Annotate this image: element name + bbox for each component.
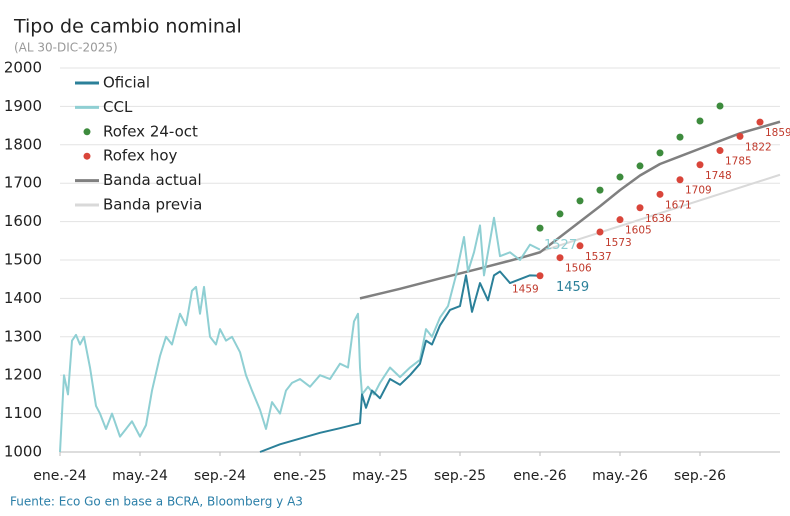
- y-tick-label: 1800: [4, 135, 42, 153]
- x-tick-label: may.-26: [592, 468, 648, 484]
- source-note: Fuente: Eco Go en base a BCRA, Bloomberg…: [10, 495, 303, 509]
- value-label: 1822: [745, 141, 772, 153]
- dot: [736, 132, 744, 140]
- chart-subtitle: (AL 30-DIC-2025): [14, 41, 118, 55]
- line-series: [519, 173, 781, 260]
- line-series: [259, 270, 541, 453]
- dot: [756, 118, 764, 126]
- value-label: 1573: [605, 237, 632, 249]
- dot: [536, 224, 544, 232]
- dot: [596, 228, 604, 236]
- y-tick-label: 1700: [4, 174, 42, 192]
- dot: [596, 186, 604, 194]
- dot: [696, 117, 704, 125]
- dot: [656, 190, 664, 198]
- x-tick-label: sep.-26: [674, 468, 726, 484]
- legend-marker: [83, 128, 91, 136]
- dot: [576, 242, 584, 250]
- y-tick-label: 1100: [4, 404, 42, 422]
- value-label: 1506: [565, 263, 592, 275]
- line-series: [59, 216, 541, 453]
- dot: [616, 216, 624, 224]
- dot: [616, 173, 624, 181]
- value-label: 1459: [512, 284, 539, 296]
- dot: [556, 210, 564, 218]
- x-tick-label: may.-25: [352, 468, 408, 484]
- line-series: [359, 120, 781, 300]
- y-tick-label: 1600: [4, 212, 42, 230]
- dot: [716, 147, 724, 155]
- x-tick-label: ene.-25: [273, 468, 326, 484]
- value-label: 1537: [585, 251, 612, 263]
- end-label: 1527: [544, 238, 577, 253]
- value-label: 1748: [705, 170, 732, 182]
- dot: [636, 162, 644, 170]
- dot: [696, 161, 704, 169]
- dot: [536, 272, 544, 280]
- dot: [636, 204, 644, 212]
- dot: [676, 133, 684, 141]
- x-tick-label: ene.-24: [33, 468, 87, 484]
- dot: [676, 176, 684, 184]
- legend-marker: [83, 152, 91, 160]
- y-tick-label: 1900: [4, 97, 42, 115]
- x-tick-label: may.-24: [112, 468, 168, 484]
- legend-label: Rofex 24-oct: [103, 122, 198, 140]
- y-tick-label: 1400: [4, 289, 42, 307]
- value-label: 1605: [625, 225, 652, 237]
- dot: [556, 254, 564, 262]
- value-label: 1671: [665, 199, 692, 211]
- x-tick-label: ene.-26: [513, 468, 567, 484]
- end-label: 1459: [556, 280, 589, 295]
- legend-label: Oficial: [103, 74, 150, 92]
- chart-title: Tipo de cambio nominal: [13, 16, 242, 38]
- y-tick-label: 1200: [4, 366, 42, 384]
- dot: [716, 102, 724, 110]
- y-tick-label: 2000: [4, 59, 42, 77]
- legend-label: Banda actual: [103, 171, 202, 189]
- dot: [576, 197, 584, 205]
- value-label: 1859: [765, 127, 790, 139]
- y-tick-label: 1500: [4, 251, 42, 269]
- x-tick-label: sep.-24: [194, 468, 246, 484]
- y-tick-label: 1300: [4, 327, 42, 345]
- legend-label: Rofex hoy: [103, 147, 178, 165]
- x-tick-label: sep.-25: [434, 468, 486, 484]
- legend-label: Banda previa: [103, 196, 202, 214]
- legend-label: CCL: [103, 98, 133, 116]
- value-label: 1785: [725, 156, 752, 168]
- y-tick-label: 1000: [4, 443, 42, 461]
- value-label: 1636: [645, 213, 672, 225]
- dot: [656, 149, 664, 157]
- value-label: 1709: [685, 185, 712, 197]
